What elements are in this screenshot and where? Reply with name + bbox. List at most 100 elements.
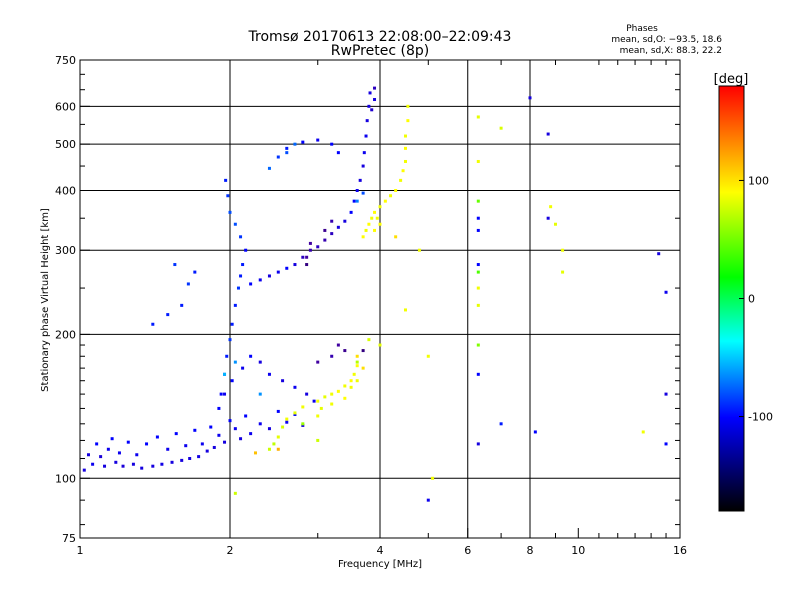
data-point xyxy=(528,96,532,100)
data-point xyxy=(86,453,90,457)
data-point xyxy=(561,248,565,252)
data-point xyxy=(330,392,334,396)
data-point xyxy=(223,392,227,396)
data-point xyxy=(316,414,320,418)
data-point xyxy=(174,432,178,436)
data-point xyxy=(476,263,480,267)
data-point xyxy=(285,266,289,270)
y-tick-label: 300 xyxy=(55,244,76,257)
data-point xyxy=(476,270,480,274)
data-point xyxy=(193,428,197,432)
data-point xyxy=(267,166,271,170)
data-point xyxy=(267,447,271,451)
data-point xyxy=(343,219,347,223)
data-point xyxy=(308,241,312,245)
data-point xyxy=(323,228,327,232)
data-point xyxy=(312,399,316,403)
x-tick-label: 4 xyxy=(377,544,384,557)
data-point xyxy=(223,440,227,444)
y-tick-label: 600 xyxy=(55,100,76,113)
data-point xyxy=(228,338,232,342)
y-tick-label: 200 xyxy=(55,328,76,341)
data-point xyxy=(249,354,253,358)
y-tick-label: 100 xyxy=(55,472,76,485)
data-points xyxy=(82,86,668,502)
data-point xyxy=(323,395,327,399)
data-point xyxy=(217,433,221,437)
data-point xyxy=(549,205,553,209)
data-point xyxy=(323,238,327,242)
data-point xyxy=(180,303,184,307)
data-point xyxy=(151,464,155,468)
data-point xyxy=(383,199,387,203)
data-point xyxy=(285,420,289,424)
x-tick-label: 6 xyxy=(464,544,471,557)
stats-x-line: mean, sd,X: 88.3, 22.2 xyxy=(620,46,722,56)
data-point xyxy=(476,216,480,220)
data-point xyxy=(241,263,245,267)
x-tick-label: 10 xyxy=(571,544,585,557)
data-point xyxy=(281,425,285,429)
colorbar-tick-label: -100 xyxy=(748,411,773,424)
data-point xyxy=(343,349,347,353)
data-point xyxy=(305,392,309,396)
data-point xyxy=(217,406,221,410)
grid-lines xyxy=(80,60,680,538)
data-point xyxy=(476,159,480,163)
data-point xyxy=(367,222,371,226)
data-point xyxy=(166,447,170,451)
data-point xyxy=(301,422,305,426)
data-point xyxy=(230,322,234,326)
data-point xyxy=(336,343,340,347)
data-point xyxy=(209,425,213,429)
data-point xyxy=(239,437,243,441)
data-point xyxy=(406,119,410,123)
data-point xyxy=(103,464,107,468)
data-point xyxy=(188,456,192,460)
data-point xyxy=(267,427,271,431)
colorbar-label: [deg] xyxy=(714,72,749,87)
data-point xyxy=(370,108,374,112)
data-point xyxy=(244,414,248,418)
data-point xyxy=(95,442,99,446)
data-point xyxy=(403,308,407,312)
data-point xyxy=(336,151,340,155)
data-point xyxy=(258,422,262,426)
data-point xyxy=(233,491,237,495)
data-point xyxy=(476,199,480,203)
data-point xyxy=(664,442,668,446)
data-point xyxy=(258,278,262,282)
data-point xyxy=(135,453,139,457)
data-point xyxy=(212,445,216,449)
colorbar-ticks: 100 0 -100 xyxy=(739,174,773,424)
data-point xyxy=(166,313,170,317)
data-point xyxy=(184,444,188,448)
data-point xyxy=(82,468,86,472)
data-point xyxy=(319,406,323,410)
data-point xyxy=(641,430,645,434)
x-tick-label: 8 xyxy=(527,544,534,557)
y-tick-label: 750 xyxy=(55,54,76,67)
data-point xyxy=(316,245,320,249)
data-point xyxy=(224,178,228,182)
data-point xyxy=(362,151,366,155)
colorbar-tick-label: 100 xyxy=(748,174,769,187)
data-point xyxy=(233,360,237,364)
data-point xyxy=(403,159,407,163)
data-point xyxy=(361,164,365,168)
data-point xyxy=(546,132,550,136)
data-point xyxy=(272,442,276,446)
data-point xyxy=(499,126,503,130)
data-point xyxy=(244,248,248,252)
data-point xyxy=(276,409,280,413)
data-point xyxy=(293,263,297,267)
data-point xyxy=(364,228,368,232)
data-point xyxy=(373,228,377,232)
data-point xyxy=(305,255,309,259)
data-point xyxy=(241,366,245,370)
data-point xyxy=(223,372,227,376)
data-point xyxy=(349,385,353,389)
data-point xyxy=(193,270,197,274)
data-point xyxy=(151,322,155,326)
